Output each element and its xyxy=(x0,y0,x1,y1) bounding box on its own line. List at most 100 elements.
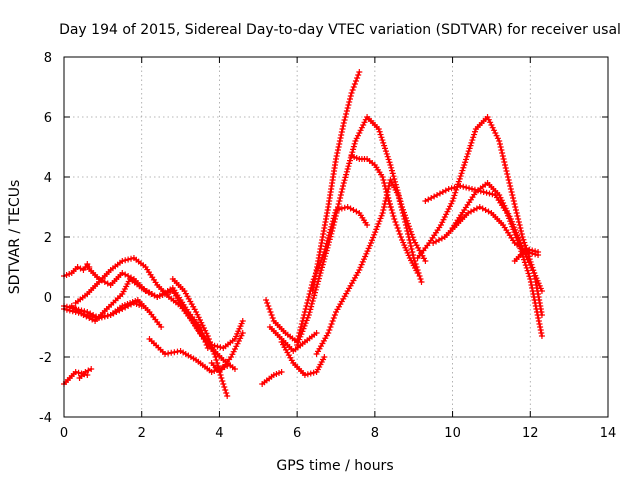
data-point-marker xyxy=(400,213,407,219)
data-point-marker xyxy=(500,200,507,206)
data-point-marker xyxy=(385,183,392,189)
data-point-marker xyxy=(328,230,335,237)
data-point-marker xyxy=(218,375,225,381)
data-point-marker xyxy=(508,189,515,195)
data-point-marker xyxy=(524,256,531,263)
data-point-marker xyxy=(343,171,350,178)
data-point-marker xyxy=(308,303,315,310)
data-point-marker xyxy=(387,204,394,210)
data-point-marker xyxy=(448,185,455,192)
series-track-21 xyxy=(259,369,285,387)
data-point-marker xyxy=(515,235,522,242)
data-point-marker xyxy=(379,210,386,216)
data-point-marker xyxy=(454,183,461,190)
data-point-marker xyxy=(507,216,514,222)
data-point-marker xyxy=(350,143,357,150)
data-point-marker xyxy=(492,130,499,136)
data-point-marker xyxy=(356,69,363,75)
data-point-marker xyxy=(340,183,347,189)
data-point-marker xyxy=(458,170,465,177)
data-point-marker xyxy=(529,267,536,274)
data-point-marker xyxy=(353,135,360,142)
data-point-marker xyxy=(338,132,345,138)
data-point-marker xyxy=(354,75,361,81)
data-point-marker xyxy=(402,222,409,228)
data-point-marker xyxy=(199,322,206,329)
data-point-marker xyxy=(503,168,510,174)
data-point-marker xyxy=(347,93,354,99)
data-point-marker xyxy=(351,140,358,147)
data-point-marker xyxy=(119,258,126,264)
data-point-marker xyxy=(518,243,525,250)
data-point-marker xyxy=(443,211,450,218)
data-point-marker xyxy=(529,247,536,254)
data-point-marker xyxy=(378,212,385,219)
data-point-marker xyxy=(362,116,369,123)
data-point-marker xyxy=(370,234,377,241)
data-point-marker xyxy=(395,192,402,198)
data-point-marker xyxy=(228,354,235,360)
data-point-marker xyxy=(313,330,320,336)
data-point-marker xyxy=(328,321,335,327)
data-point-marker xyxy=(364,248,371,255)
data-point-marker xyxy=(325,330,332,336)
series-track-25 xyxy=(449,180,545,294)
data-series xyxy=(61,69,545,399)
data-point-marker xyxy=(505,177,512,183)
data-point-marker xyxy=(332,216,339,222)
data-point-marker xyxy=(530,291,537,297)
data-point-marker xyxy=(460,164,467,171)
data-point-marker xyxy=(349,149,356,156)
data-point-marker xyxy=(457,173,464,180)
data-point-marker xyxy=(377,215,384,222)
data-point-marker xyxy=(268,312,275,318)
data-point-marker xyxy=(88,366,95,372)
data-point-marker xyxy=(445,186,452,192)
data-point-marker xyxy=(360,256,367,263)
data-point-marker xyxy=(523,254,530,260)
data-point-marker xyxy=(381,204,388,210)
data-point-marker xyxy=(350,84,357,90)
data-point-marker xyxy=(356,267,363,273)
data-point-marker xyxy=(213,357,220,363)
series-track-15 xyxy=(309,69,363,294)
data-point-marker xyxy=(499,153,506,159)
data-point-marker xyxy=(375,220,382,227)
data-point-marker xyxy=(392,219,399,225)
data-point-marker xyxy=(526,273,533,280)
data-point-marker xyxy=(401,216,408,222)
data-point-marker xyxy=(380,177,387,183)
data-point-marker xyxy=(324,244,331,251)
data-point-marker xyxy=(356,130,363,136)
data-point-marker xyxy=(537,327,544,333)
data-point-marker xyxy=(329,228,336,234)
data-point-marker xyxy=(514,213,521,219)
data-point-marker xyxy=(362,253,369,260)
data-point-marker xyxy=(448,200,455,207)
data-point-marker xyxy=(337,192,344,198)
data-point-marker xyxy=(383,195,390,201)
data-point-marker xyxy=(334,147,341,153)
data-point-marker xyxy=(329,318,336,324)
data-point-marker xyxy=(489,124,496,131)
data-point-marker xyxy=(517,240,524,247)
data-point-marker xyxy=(345,102,352,108)
data-point-marker xyxy=(333,210,340,216)
data-point-marker xyxy=(235,338,242,344)
data-point-marker xyxy=(310,295,317,302)
data-point-marker xyxy=(503,208,510,214)
data-point-marker xyxy=(365,245,372,252)
data-point-marker xyxy=(531,297,538,303)
data-point-marker xyxy=(512,226,519,233)
data-point-marker xyxy=(339,126,346,132)
data-point-marker xyxy=(528,264,535,271)
data-point-marker xyxy=(335,201,342,207)
data-point-marker xyxy=(398,204,405,210)
series-track-24 xyxy=(430,204,542,258)
data-point-marker xyxy=(460,183,467,190)
data-point-marker xyxy=(334,207,341,213)
data-point-marker xyxy=(502,162,509,168)
data-point-marker xyxy=(342,114,349,120)
y-tick-label: -4 xyxy=(39,411,52,426)
data-point-marker xyxy=(376,128,383,135)
